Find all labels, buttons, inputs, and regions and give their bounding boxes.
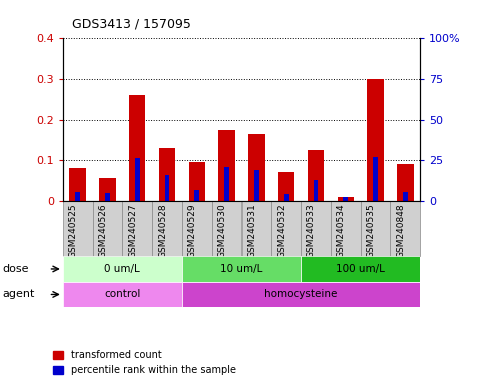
Text: GSM240535: GSM240535: [367, 204, 376, 258]
Bar: [308, 150, 324, 200]
Bar: [165, 175, 170, 200]
Text: 0 um/L: 0 um/L: [104, 264, 140, 274]
Bar: [99, 178, 115, 200]
Bar: [152, 200, 182, 256]
Text: dose: dose: [2, 264, 29, 274]
Bar: [397, 164, 413, 200]
Bar: [373, 157, 378, 200]
Text: GSM240531: GSM240531: [247, 204, 256, 258]
Bar: [75, 192, 80, 200]
Text: homocysteine: homocysteine: [264, 290, 338, 300]
Text: agent: agent: [2, 290, 35, 300]
Bar: [248, 134, 265, 200]
Bar: [301, 200, 331, 256]
Bar: [313, 179, 318, 200]
Bar: [212, 200, 242, 256]
Bar: [70, 168, 86, 200]
Bar: [182, 256, 301, 282]
Bar: [390, 200, 420, 256]
Bar: [63, 200, 93, 256]
Bar: [338, 197, 354, 200]
Bar: [129, 95, 145, 200]
Bar: [93, 200, 122, 256]
Bar: [224, 167, 229, 200]
Text: GSM240533: GSM240533: [307, 204, 316, 258]
Bar: [278, 172, 294, 200]
Bar: [368, 79, 384, 200]
Bar: [122, 200, 152, 256]
Legend: transformed count, percentile rank within the sample: transformed count, percentile rank withi…: [53, 351, 236, 375]
Text: GSM240527: GSM240527: [128, 204, 137, 258]
Text: GSM240532: GSM240532: [277, 204, 286, 258]
Bar: [254, 170, 259, 200]
Text: GSM240525: GSM240525: [69, 204, 78, 258]
Bar: [271, 200, 301, 256]
Bar: [218, 130, 235, 200]
Bar: [182, 200, 212, 256]
Text: GSM240848: GSM240848: [397, 204, 405, 258]
Bar: [242, 200, 271, 256]
Text: GDS3413 / 157095: GDS3413 / 157095: [72, 18, 191, 31]
Bar: [135, 159, 140, 200]
Text: 10 um/L: 10 um/L: [220, 264, 263, 274]
Text: 100 um/L: 100 um/L: [336, 264, 385, 274]
Text: GSM240534: GSM240534: [337, 204, 346, 258]
Bar: [301, 256, 420, 282]
Text: GSM240529: GSM240529: [188, 204, 197, 258]
Bar: [361, 200, 390, 256]
Bar: [105, 193, 110, 200]
Bar: [63, 256, 182, 282]
Bar: [343, 197, 348, 200]
Bar: [194, 190, 199, 200]
Bar: [331, 200, 361, 256]
Text: control: control: [104, 290, 141, 300]
Bar: [63, 282, 182, 307]
Text: GSM240530: GSM240530: [218, 204, 227, 258]
Text: GSM240528: GSM240528: [158, 204, 167, 258]
Bar: [284, 194, 289, 200]
Bar: [159, 148, 175, 200]
Bar: [189, 162, 205, 200]
Text: GSM240526: GSM240526: [99, 204, 108, 258]
Bar: [182, 282, 420, 307]
Bar: [403, 192, 408, 200]
